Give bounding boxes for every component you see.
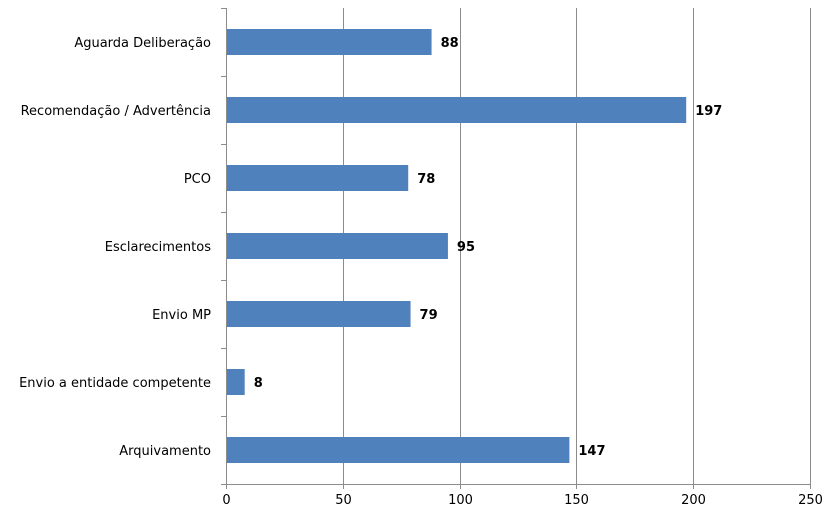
category-label: Arquivamento <box>119 444 211 459</box>
category-label: Recomendação / Advertência <box>21 104 211 119</box>
x-tick-label: 50 <box>335 493 352 508</box>
gridlines <box>343 8 811 484</box>
x-tick-label: 250 <box>798 493 822 508</box>
data-labels: 88 197 78 95 79 8 147 <box>254 36 723 459</box>
bar <box>227 29 432 55</box>
category-label: Envio MP <box>152 308 211 323</box>
x-tick-label: 100 <box>448 493 473 508</box>
data-label: 78 <box>417 172 435 187</box>
category-label: Aguarda Deliberação <box>74 36 211 51</box>
x-tick-label: 0 <box>222 493 230 508</box>
bar <box>227 97 687 123</box>
x-tick-label: 150 <box>564 493 589 508</box>
data-label: 147 <box>578 444 605 459</box>
data-label: 79 <box>420 308 438 323</box>
category-labels: Aguarda Deliberação Recomendação / Advert… <box>19 36 211 459</box>
bar <box>227 233 448 259</box>
category-label: PCO <box>184 172 211 187</box>
bar <box>227 301 411 327</box>
bar <box>227 165 409 191</box>
bars <box>227 29 687 463</box>
x-tick-label: 200 <box>681 493 706 508</box>
category-label: Envio a entidade competente <box>19 376 211 391</box>
category-label: Esclarecimentos <box>105 240 211 255</box>
axes <box>221 8 811 489</box>
data-label: 197 <box>695 104 722 119</box>
data-label: 95 <box>457 240 475 255</box>
x-tick-labels: 0 50 100 150 200 250 <box>222 493 822 508</box>
bar <box>227 369 245 395</box>
data-label: 8 <box>254 376 263 391</box>
data-label: 88 <box>441 36 459 51</box>
bar <box>227 437 570 463</box>
